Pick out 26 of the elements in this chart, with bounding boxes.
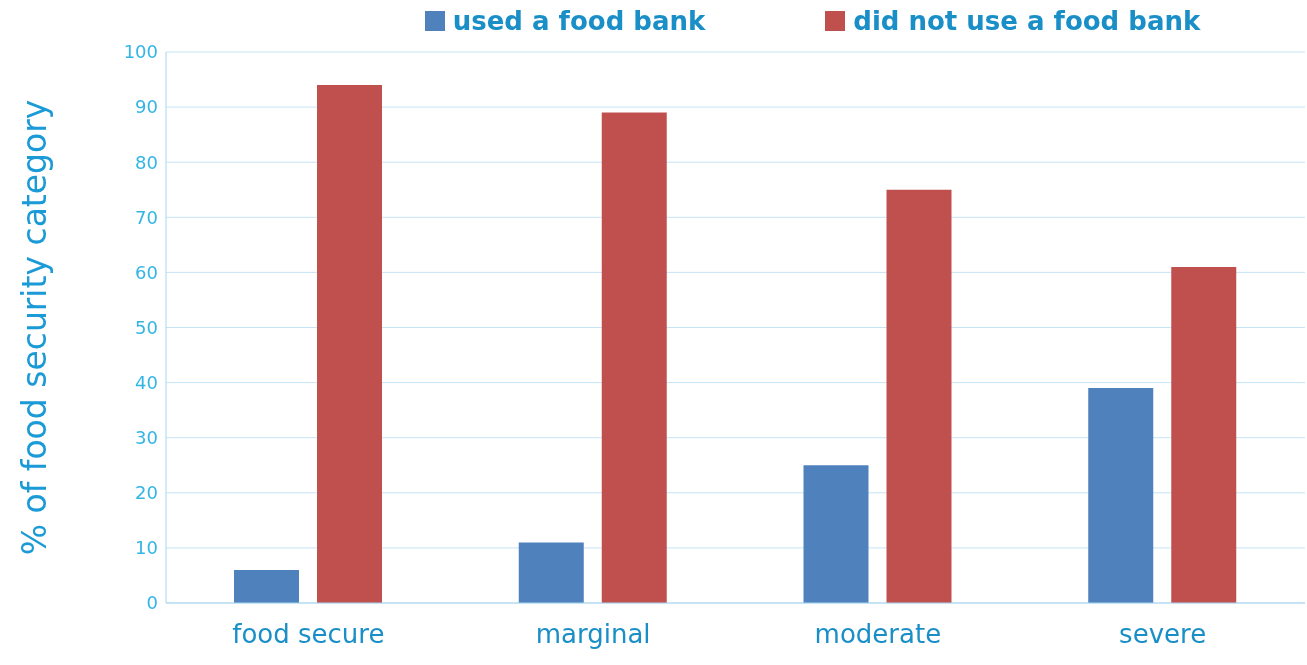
y-tick-label: 50 — [135, 316, 158, 338]
legend-label: used a food bank — [452, 6, 706, 36]
y-tick-label: 80 — [135, 151, 158, 173]
y-axis-title: % of food security category — [14, 99, 54, 556]
y-tick-label: 90 — [135, 96, 158, 118]
y-tick-label: 100 — [123, 41, 158, 63]
x-tick-label: food secure — [232, 619, 385, 650]
bar — [234, 569, 299, 603]
y-tick-label: 60 — [135, 261, 158, 283]
bar — [518, 542, 584, 603]
bar — [803, 465, 869, 603]
bar — [1171, 266, 1237, 603]
bar — [317, 85, 382, 603]
y-tick-label: 0 — [146, 592, 158, 614]
legend-label: did not use a food bank — [853, 6, 1201, 36]
y-tick-label: 30 — [135, 427, 158, 449]
y-tick-label: 20 — [135, 482, 158, 504]
y-tick-label: 40 — [135, 371, 158, 393]
y-tick-label: 10 — [135, 537, 158, 559]
bar — [886, 189, 952, 603]
x-tick-label: severe — [1119, 619, 1207, 650]
x-tick-label: moderate — [814, 619, 942, 650]
bar — [1088, 388, 1154, 603]
y-tick-label: 70 — [135, 206, 158, 228]
bar — [601, 112, 667, 603]
x-tick-label: marginal — [535, 619, 651, 650]
